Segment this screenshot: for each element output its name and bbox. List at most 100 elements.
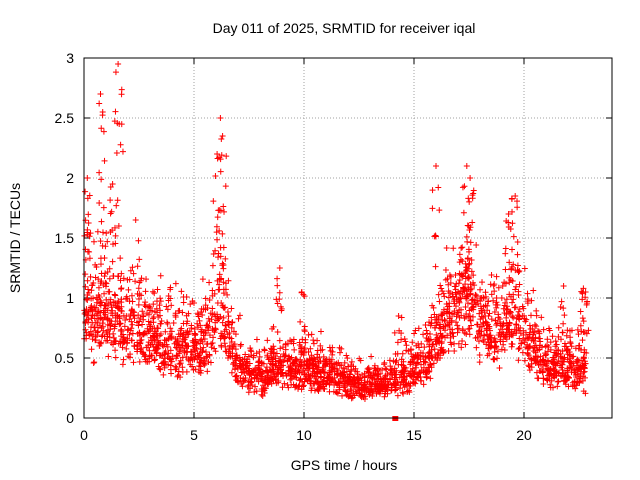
data-point (550, 384, 557, 391)
data-point (109, 258, 116, 265)
data-point (219, 230, 226, 237)
data-point (432, 263, 439, 270)
data-point (501, 346, 508, 353)
data-point (458, 344, 465, 351)
data-point (345, 363, 352, 370)
data-point (213, 223, 220, 230)
data-point (498, 346, 505, 353)
data-point (422, 354, 429, 361)
data-point (427, 330, 434, 337)
data-point (555, 324, 562, 331)
data-point (575, 331, 582, 338)
data-point (281, 380, 288, 387)
data-point (317, 374, 324, 381)
data-point (191, 346, 198, 353)
data-point (307, 356, 314, 363)
data-point (382, 365, 389, 372)
data-point (98, 270, 105, 277)
data-point (394, 339, 401, 346)
data-point (101, 290, 108, 297)
data-point (510, 261, 517, 268)
data-point (531, 337, 538, 344)
data-point (457, 295, 464, 302)
data-point (96, 169, 103, 176)
x-axis-label: GPS time / hours (291, 457, 398, 473)
data-point (253, 336, 260, 343)
data-point (264, 352, 271, 359)
data-point (214, 151, 221, 157)
data-point (165, 350, 172, 357)
data-point (560, 283, 567, 289)
data-point (494, 355, 501, 362)
data-point (217, 335, 224, 342)
data-point (351, 374, 358, 381)
data-point (232, 331, 239, 338)
data-point (449, 310, 456, 317)
data-point (465, 195, 472, 202)
data-point (274, 275, 281, 282)
data-point (154, 337, 161, 344)
data-point (560, 320, 567, 327)
data-point (461, 315, 468, 322)
data-point (221, 328, 228, 335)
data-point (555, 378, 562, 385)
data-point (107, 326, 114, 333)
data-point (530, 331, 537, 338)
data-point (85, 289, 92, 296)
data-point (396, 385, 403, 392)
data-point (202, 302, 209, 309)
data-point (466, 274, 473, 281)
data-point (567, 339, 574, 346)
data-point (235, 315, 242, 322)
data-point (463, 163, 470, 169)
data-point (433, 319, 440, 326)
data-point (270, 323, 277, 330)
data-point (270, 350, 277, 357)
data-point (103, 315, 110, 322)
data-point (117, 255, 124, 262)
data-point (317, 328, 324, 335)
data-point (543, 351, 550, 358)
data-point (118, 91, 125, 98)
data-point (394, 350, 401, 357)
data-point (217, 253, 224, 260)
data-point (315, 387, 322, 394)
data-point (136, 291, 143, 298)
data-point (165, 336, 172, 343)
data-point (321, 362, 328, 369)
data-point (278, 366, 285, 373)
data-point (309, 362, 316, 369)
data-point (142, 299, 149, 306)
data-point (96, 339, 103, 346)
data-point (515, 345, 522, 352)
data-point (575, 345, 582, 352)
data-point (451, 283, 458, 290)
data-point (547, 339, 554, 346)
data-point (256, 369, 263, 376)
data-point (101, 255, 108, 262)
data-point (124, 335, 131, 342)
data-point (117, 277, 124, 284)
data-point (391, 329, 398, 336)
data-point (218, 136, 225, 143)
data-point (393, 374, 400, 381)
data-point (528, 297, 535, 304)
data-point (462, 341, 469, 348)
data-point (364, 378, 371, 385)
data-point (106, 288, 113, 295)
data-point (338, 345, 345, 352)
data-point (246, 367, 253, 374)
data-point (468, 322, 475, 329)
data-point (104, 268, 111, 275)
data-point (258, 373, 265, 380)
data-point (501, 279, 508, 286)
data-point (428, 314, 435, 321)
y-tick-label: 3 (66, 50, 74, 66)
data-point (131, 343, 138, 350)
data-point (154, 342, 161, 349)
data-point (568, 360, 575, 367)
data-point (437, 282, 444, 289)
data-point (191, 330, 198, 337)
data-point (482, 289, 489, 296)
